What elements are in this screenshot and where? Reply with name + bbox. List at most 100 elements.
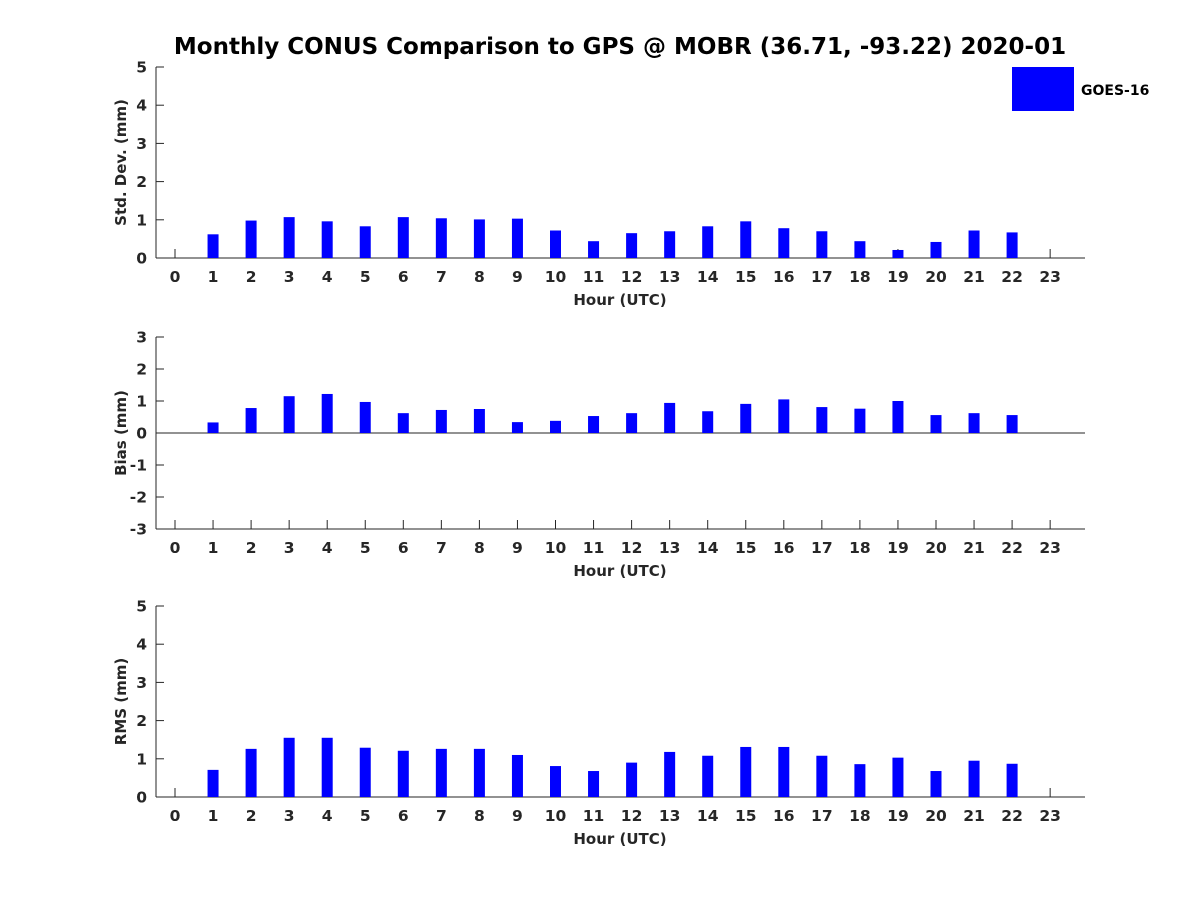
bar-rms-hour-1 [207,769,219,797]
x-tick-label: 18 [849,539,871,557]
y-axis-label: Std. Dev. (mm) [112,99,130,226]
y-tick-label: -1 [130,457,147,475]
bar-bias-hour-20 [930,415,942,433]
bar-rms-hour-9 [511,754,523,797]
y-tick-label: 4 [136,636,147,654]
x-tick-label: 8 [474,807,485,825]
bar-bias-hour-13 [664,402,676,433]
y-tick-label: 1 [136,393,147,411]
x-tick-label: 3 [284,539,295,557]
y-axis-label: Bias (mm) [112,390,130,476]
bar-rms-hour-3 [283,737,295,797]
bar-bias-hour-1 [207,422,219,433]
bar-rms-hour-8 [473,748,485,797]
bar-std-dev-hour-13 [664,231,676,258]
y-tick-label: 5 [136,598,147,616]
x-tick-label: 12 [621,268,643,286]
x-tick-label: 8 [474,268,485,286]
x-tick-label: 15 [735,807,757,825]
bar-rms-hour-20 [930,771,942,797]
y-tick-label: 1 [136,211,147,229]
bar-rms-hour-19 [892,757,904,797]
x-tick-label: 9 [512,539,523,557]
x-tick-label: 19 [887,268,909,286]
x-tick-label: 0 [170,539,181,557]
bar-rms-hour-21 [968,760,980,797]
bar-std-dev-hour-6 [397,217,409,258]
x-tick-label: 11 [583,268,605,286]
x-tick-label: 9 [512,268,523,286]
x-tick-label: 10 [545,807,567,825]
y-tick-label: 3 [136,135,147,153]
x-tick-label: 9 [512,807,523,825]
x-tick-label: 18 [849,268,871,286]
x-tick-label: 19 [887,539,909,557]
x-tick-label: 23 [1039,539,1061,557]
x-tick-label: 6 [398,539,409,557]
bar-std-dev-hour-19 [892,249,904,258]
x-tick-label: 21 [963,268,985,286]
x-tick-label: 16 [773,807,795,825]
bar-std-dev-hour-11 [588,241,600,258]
bar-rms-hour-15 [740,746,752,797]
x-axis-label: Hour (UTC) [573,291,666,309]
x-tick-label: 22 [1001,807,1023,825]
x-tick-label: 0 [170,807,181,825]
bar-std-dev-hour-16 [778,228,790,258]
bar-rms-hour-13 [664,751,676,797]
bar-bias-hour-18 [854,408,866,433]
bar-std-dev-hour-14 [702,226,714,258]
y-tick-label: 2 [136,173,147,191]
bar-rms-hour-16 [778,746,790,797]
bar-rms-hour-4 [321,737,333,797]
x-axis-label: Hour (UTC) [573,562,666,580]
bar-rms-hour-2 [245,748,257,797]
legend-swatch-goes-16 [1012,67,1074,111]
y-tick-label: 3 [136,674,147,692]
x-tick-label: 16 [773,539,795,557]
y-axis-label: RMS (mm) [112,658,130,745]
bar-std-dev-hour-20 [930,241,942,258]
x-tick-label: 10 [545,268,567,286]
x-tick-label: 20 [925,539,947,557]
x-tick-label: 8 [474,539,485,557]
bar-std-dev-hour-8 [473,219,485,258]
x-tick-label: 5 [360,268,371,286]
x-tick-label: 13 [659,268,681,286]
bar-bias-hour-15 [740,403,752,433]
x-tick-label: 11 [583,807,605,825]
y-tick-label: 0 [136,425,147,443]
y-tick-label: 0 [136,250,147,268]
x-tick-label: 7 [436,807,447,825]
bar-bias-hour-3 [283,396,295,433]
x-tick-label: 20 [925,807,947,825]
x-tick-label: 23 [1039,268,1061,286]
x-tick-label: 0 [170,268,181,286]
x-tick-label: 17 [811,807,833,825]
x-tick-label: 15 [735,268,757,286]
x-tick-label: 6 [398,807,409,825]
bar-bias-hour-12 [626,413,638,433]
x-axis-label: Hour (UTC) [573,830,666,848]
bar-rms-hour-12 [626,762,638,797]
x-tick-label: 17 [811,539,833,557]
bar-std-dev-hour-2 [245,220,257,258]
bar-rms-hour-10 [550,766,561,797]
x-tick-label: 2 [246,539,257,557]
bar-rms-hour-14 [702,755,714,797]
bar-std-dev-hour-4 [321,221,333,258]
x-tick-label: 2 [246,807,257,825]
bar-bias-hour-4 [321,393,333,433]
x-tick-label: 14 [697,268,719,286]
x-tick-label: 13 [659,539,681,557]
x-tick-label: 22 [1001,268,1023,286]
bar-rms-hour-7 [435,748,447,797]
bar-bias-hour-14 [702,411,714,433]
bar-std-dev-hour-18 [854,241,866,258]
bar-std-dev-hour-3 [283,217,295,258]
bar-bias-hour-16 [778,399,790,433]
bar-bias-hour-11 [588,416,600,433]
